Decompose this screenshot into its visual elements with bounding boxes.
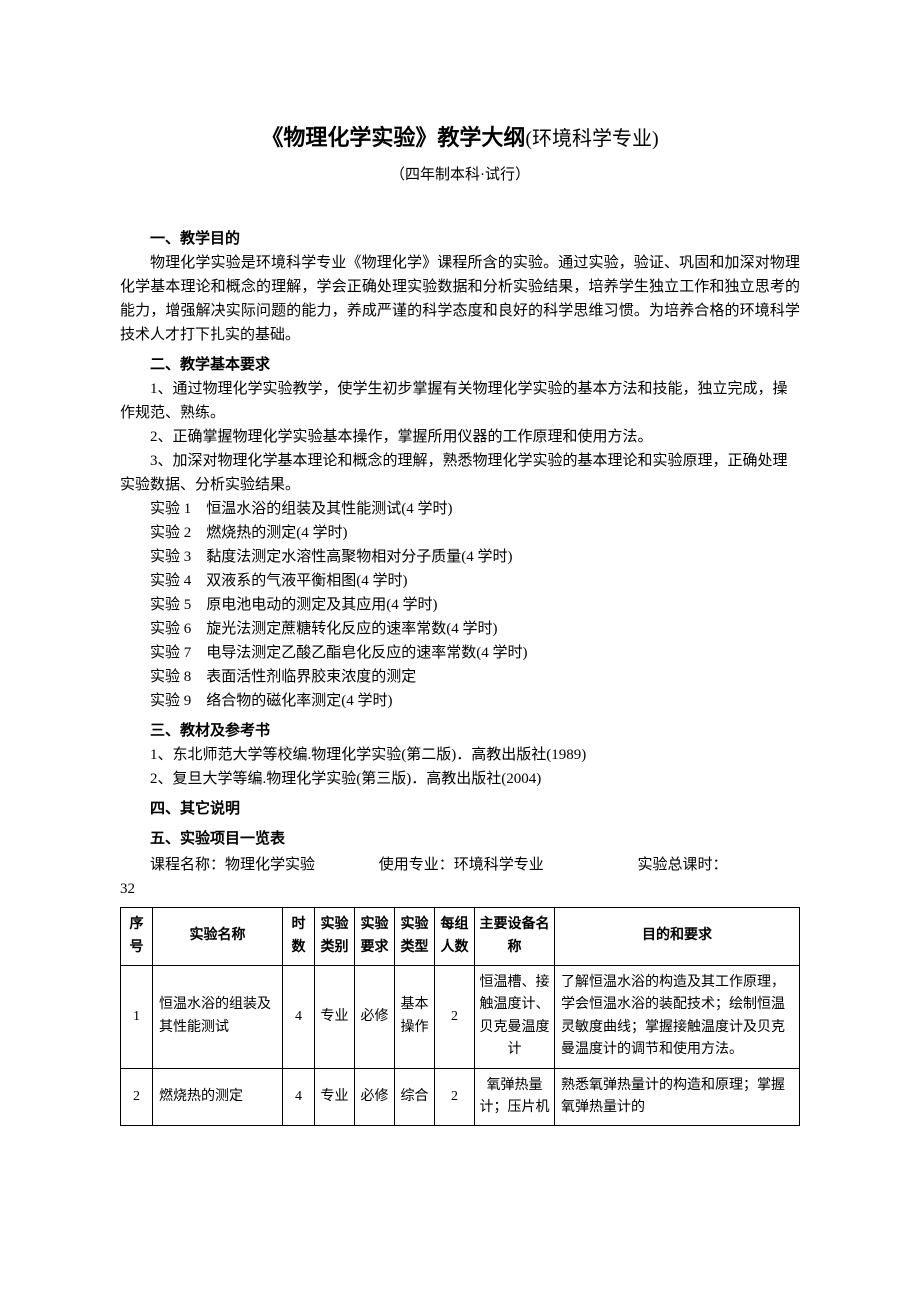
section-3-item: 1、东北师范大学等校编.物理化学实验(第二版)．高教出版社(1989) bbox=[120, 743, 800, 767]
cell-purpose: 熟悉氧弹热量计的构造和原理；掌握氧弹热量计的 bbox=[555, 1068, 800, 1126]
cell-equipment: 恒温槽、接触温度计、贝克曼温度计 bbox=[475, 965, 555, 1068]
meta-course: 课程名称：物理化学实验 bbox=[120, 853, 315, 877]
section-1-body: 物理化学实验是环境科学专业《物理化学》课程所含的实验。通过实验，验证、巩固和加深… bbox=[120, 251, 800, 347]
th-equipment: 主要设备名称 bbox=[475, 908, 555, 966]
table-header-row: 序号 实验名称 时数 实验类别 实验要求 实验类型 每组人数 主要设备名称 目的… bbox=[121, 908, 800, 966]
th-requirement: 实验要求 bbox=[355, 908, 395, 966]
cell-num: 2 bbox=[121, 1068, 153, 1126]
th-hours: 时数 bbox=[283, 908, 315, 966]
th-group: 每组人数 bbox=[435, 908, 475, 966]
meta-major: 使用专业：环境科学专业 bbox=[379, 853, 544, 877]
table-row: 2 燃烧热的测定 4 专业 必修 综合 2 氧弹热量计；压片机 熟悉氧弹热量计的… bbox=[121, 1068, 800, 1126]
cell-purpose: 了解恒温水浴的构造及其工作原理，学会恒温水浴的装配技术；绘制恒温灵敏度曲线；掌握… bbox=[555, 965, 800, 1068]
section-5-heading: 五、实验项目一览表 bbox=[120, 827, 800, 851]
cell-num: 1 bbox=[121, 965, 153, 1068]
subtitle: （四年制本科·试行） bbox=[120, 163, 800, 187]
section-2-heading: 二、教学基本要求 bbox=[120, 353, 800, 377]
th-type: 实验类型 bbox=[395, 908, 435, 966]
cell-hours: 4 bbox=[283, 965, 315, 1068]
section-3-heading: 三、教材及参考书 bbox=[120, 719, 800, 743]
section-2-item: 3、加深对物理化学基本理论和概念的理解，熟悉物理化学实验的基本理论和实验原理，正… bbox=[120, 449, 800, 497]
th-category: 实验类别 bbox=[315, 908, 355, 966]
cell-category: 专业 bbox=[315, 965, 355, 1068]
th-purpose: 目的和要求 bbox=[555, 908, 800, 966]
cell-equipment: 氧弹热量计；压片机 bbox=[475, 1068, 555, 1126]
cell-group: 2 bbox=[435, 1068, 475, 1126]
experiment-item: 实验 2 燃烧热的测定(4 学时) bbox=[150, 521, 800, 545]
title-main: 《物理化学实验》教学大纲 bbox=[261, 125, 525, 150]
experiment-table: 序号 实验名称 时数 实验类别 实验要求 实验类型 每组人数 主要设备名称 目的… bbox=[120, 907, 800, 1126]
experiment-item: 实验 1 恒温水浴的组装及其性能测试(4 学时) bbox=[150, 497, 800, 521]
cell-type: 基本操作 bbox=[395, 965, 435, 1068]
meta-total-value: 32 bbox=[120, 877, 800, 901]
experiment-item: 实验 5 原电池电动的测定及其应用(4 学时) bbox=[150, 593, 800, 617]
cell-category: 专业 bbox=[315, 1068, 355, 1126]
document-title: 《物理化学实验》教学大纲(环境科学专业) bbox=[120, 120, 800, 155]
section-2-item: 2、正确掌握物理化学实验基本操作，掌握所用仪器的工作原理和使用方法。 bbox=[120, 425, 800, 449]
table-row: 1 恒温水浴的组装及其性能测试 4 专业 必修 基本操作 2 恒温槽、接触温度计… bbox=[121, 965, 800, 1068]
course-meta: 课程名称：物理化学实验 使用专业：环境科学专业 实验总课时： bbox=[120, 853, 800, 877]
experiment-item: 实验 9 络合物的磁化率测定(4 学时) bbox=[150, 689, 800, 713]
experiment-item: 实验 6 旋光法测定蔗糖转化反应的速率常数(4 学时) bbox=[150, 617, 800, 641]
title-suffix: (环境科学专业) bbox=[525, 128, 658, 150]
section-4-heading: 四、其它说明 bbox=[120, 797, 800, 821]
cell-type: 综合 bbox=[395, 1068, 435, 1126]
experiment-item: 实验 4 双液系的气液平衡相图(4 学时) bbox=[150, 569, 800, 593]
cell-requirement: 必修 bbox=[355, 1068, 395, 1126]
th-name: 实验名称 bbox=[153, 908, 283, 966]
cell-name: 燃烧热的测定 bbox=[153, 1068, 283, 1126]
section-1-heading: 一、教学目的 bbox=[120, 227, 800, 251]
th-num: 序号 bbox=[121, 908, 153, 966]
experiment-item: 实验 8 表面活性剂临界胶束浓度的测定 bbox=[150, 665, 800, 689]
section-2-item: 1、通过物理化学实验教学，使学生初步掌握有关物理化学实验的基本方法和技能，独立完… bbox=[120, 377, 800, 425]
meta-total-label: 实验总课时： bbox=[638, 853, 728, 877]
experiment-list: 实验 1 恒温水浴的组装及其性能测试(4 学时) 实验 2 燃烧热的测定(4 学… bbox=[120, 497, 800, 713]
experiment-item: 实验 3 黏度法测定水溶性高聚物相对分子质量(4 学时) bbox=[150, 545, 800, 569]
cell-requirement: 必修 bbox=[355, 965, 395, 1068]
cell-group: 2 bbox=[435, 965, 475, 1068]
experiment-item: 实验 7 电导法测定乙酸乙酯皂化反应的速率常数(4 学时) bbox=[150, 641, 800, 665]
section-3-item: 2、复旦大学等编.物理化学实验(第三版)．高教出版社(2004) bbox=[120, 767, 800, 791]
cell-name: 恒温水浴的组装及其性能测试 bbox=[153, 965, 283, 1068]
cell-hours: 4 bbox=[283, 1068, 315, 1126]
